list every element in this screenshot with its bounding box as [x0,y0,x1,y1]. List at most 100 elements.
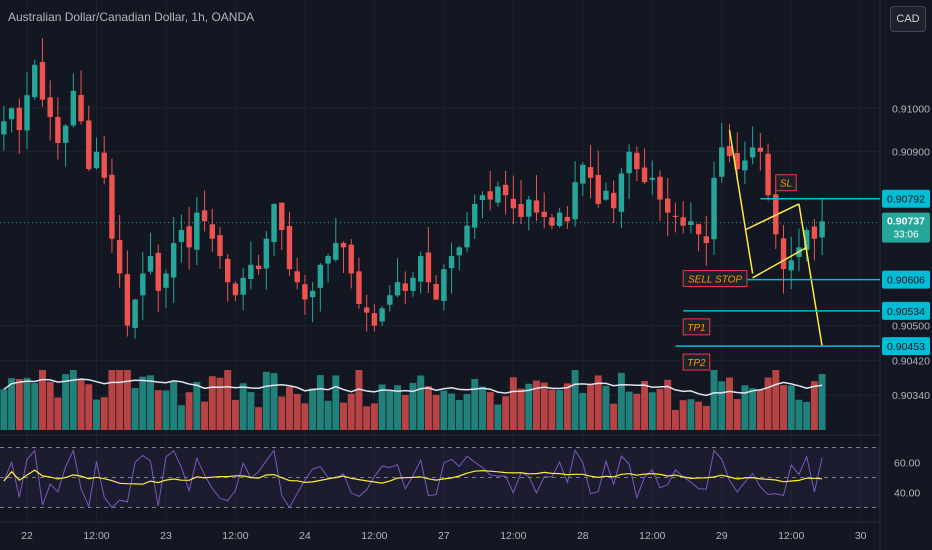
volume-bar [533,380,540,430]
candle-body [448,256,455,269]
price-tick-label: 0.90340 [892,390,930,402]
candle-body [711,177,717,240]
volume-bar [726,377,733,430]
volume-bar [671,409,679,430]
level-tag-label: SL [780,179,792,190]
level-price-tag [882,270,930,289]
time-tick-label: 29 [716,530,728,542]
volume-bar [548,389,556,430]
candle-body [518,204,524,217]
candle-body [595,175,601,204]
volume-bar [502,396,510,430]
bear-flag-line [752,246,808,279]
candle-body [803,230,810,251]
candle-body [8,108,15,120]
volume-bar [378,384,386,430]
candle-body [719,147,725,177]
candle-body [549,217,555,226]
time-tick-label: 24 [299,530,311,542]
candle-body [70,90,77,126]
volume-bar [54,397,62,430]
price-tick-label: 0.90420 [892,355,930,367]
candle-body [510,198,517,209]
candle-body [757,147,764,152]
rsi-line [3,448,823,509]
rsi-tick-label: 60.00 [894,458,920,470]
price-tick-label: 0.90500 [892,321,930,333]
volume-bar [610,403,618,430]
volume-bar [432,394,440,430]
candle-body [101,152,107,178]
volume-bar [424,386,432,430]
time-tick-label: 27 [438,530,450,542]
candle-body [286,225,293,270]
trade-setup-drawings[interactable]: SL SELL STOP TP1 TP2 [0,129,880,371]
candle-body [109,174,115,239]
candle-body [425,252,432,283]
volume-bar [278,396,286,430]
volume-bar [193,381,201,430]
candle-body [1,121,7,135]
volume-bar [641,380,649,430]
time-tick-label: 28 [577,530,589,542]
volume-bar [648,392,656,430]
candle-body [572,182,578,220]
candle-body [387,295,393,305]
volume-bar [23,377,31,430]
volume-bar [571,370,579,430]
candle-body [132,299,138,328]
candle-body [472,203,478,228]
time-tick-label: 12:00 [500,530,526,542]
volume-bar [363,406,371,430]
volume-bar [262,371,270,430]
candle-body [39,61,46,100]
volume-bar [540,382,548,430]
candle-body [533,200,540,213]
volume-bar [170,381,178,430]
volume-bar [741,385,749,430]
time-tick-label: 12:00 [222,530,248,542]
candle-body [456,247,462,256]
price-tick-label: 0.91000 [892,103,930,115]
volume-bar [517,388,525,430]
candle-body [147,256,154,272]
candle-body [734,153,740,170]
candle-body [657,176,663,200]
volume-bar [8,378,16,430]
time-tick-label: 23 [160,530,172,542]
volume-bar [131,388,139,430]
volume-bar [46,381,54,430]
volume-bar [100,397,108,430]
price-tick-label: 0.90900 [892,147,930,159]
volume-bar [309,388,317,430]
candle-body [634,152,640,170]
candle-body [688,221,694,225]
volume-bar [77,379,85,430]
volume-bar [679,400,687,430]
volume-bar [718,381,726,430]
volume-bar [116,370,124,430]
candle-body [194,212,200,250]
volume-bar [463,394,471,430]
bear-flag-line [744,203,800,231]
volume-bar [633,393,641,430]
volume-bar [340,402,347,430]
currency-button[interactable]: CAD [890,6,926,32]
candle-body [178,230,185,242]
volume-bar [394,385,402,430]
volume-bar [324,400,332,430]
candle-body [580,164,586,184]
candle-body [603,190,609,200]
volume-bar [332,375,340,430]
volume-bar [69,370,77,430]
candle-body [302,284,308,300]
volume-bar [15,379,23,430]
volume-bar [62,374,70,430]
level-tag-box [775,174,797,192]
volume-bar [417,375,425,430]
candle-body [788,260,794,271]
current-price-label: 0.90737 [887,216,925,228]
volume-bar [471,378,479,430]
candle-body [703,236,710,244]
